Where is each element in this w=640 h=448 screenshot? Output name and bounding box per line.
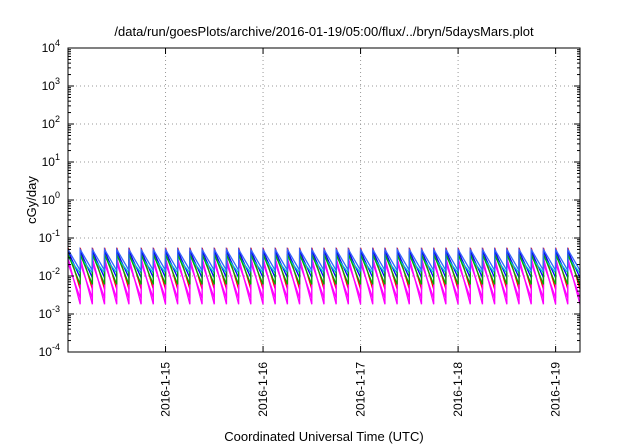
y-tick-label: 10-2 <box>39 266 60 283</box>
grid <box>68 48 580 352</box>
x-tick-label: 2016-1-18 <box>451 362 465 417</box>
y-tick-label: 104 <box>42 38 60 55</box>
y-tick-label: 10-4 <box>39 342 60 359</box>
x-ticks: 2016-1-15 2016-1-16 2016-1-17 2016-1-18 2016… <box>159 48 563 417</box>
y-tick-label: 10-3 <box>39 304 60 321</box>
y-tick-label: 101 <box>42 152 60 169</box>
y-axis-label: cGy/day <box>24 176 39 224</box>
x-tick-label: 2016-1-16 <box>256 362 270 417</box>
y-tick-label: 100 <box>42 190 60 207</box>
y-ticks: 10-4 10-3 10-2 10-1 100 101 102 103 104 <box>39 38 580 359</box>
y-tick-label: 102 <box>42 114 60 131</box>
series-line <box>67 247 581 273</box>
x-tick-label: 2016-1-17 <box>354 362 368 417</box>
y-tick-label: 10-1 <box>39 228 60 245</box>
x-axis-label: Coordinated Universal Time (UTC) <box>224 429 423 444</box>
x-tick-label: 2016-1-15 <box>159 362 173 417</box>
x-tick-label: 2016-1-19 <box>549 362 563 417</box>
series-group <box>67 247 581 305</box>
chart-title: /data/run/goesPlots/archive/2016-01-19/0… <box>114 24 534 39</box>
y-tick-label: 103 <box>42 76 60 93</box>
